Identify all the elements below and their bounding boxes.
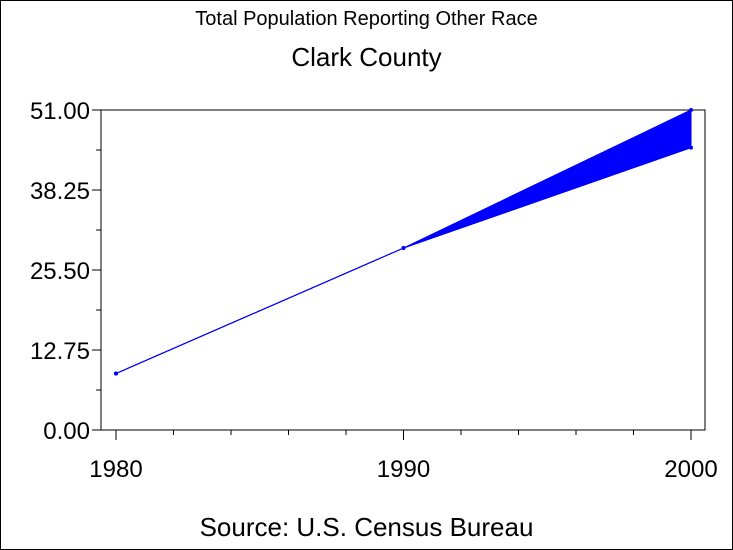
y-tick-label: 25.50 <box>30 258 90 285</box>
series-line <box>115 109 692 374</box>
series-line <box>115 147 692 374</box>
y-tick-label: 38.25 <box>30 178 90 205</box>
x-tick-label: 1990 <box>377 456 430 483</box>
x-tick-label: 2000 <box>664 456 717 483</box>
y-tick-label: 0.00 <box>43 418 90 445</box>
chart-subtitle: Clark County <box>291 42 442 72</box>
y-tick-label: 12.75 <box>30 338 90 365</box>
data-point <box>401 246 406 251</box>
chart-source: Source: U.S. Census Bureau <box>199 512 534 542</box>
data-point <box>689 108 693 112</box>
data-point <box>114 371 118 376</box>
data-point <box>689 145 693 150</box>
series-band <box>115 109 692 374</box>
chart-title: Total Population Reporting Other Race <box>195 8 538 30</box>
x-tick-label: 1980 <box>89 456 142 483</box>
y-tick-label: 51.00 <box>30 98 90 125</box>
